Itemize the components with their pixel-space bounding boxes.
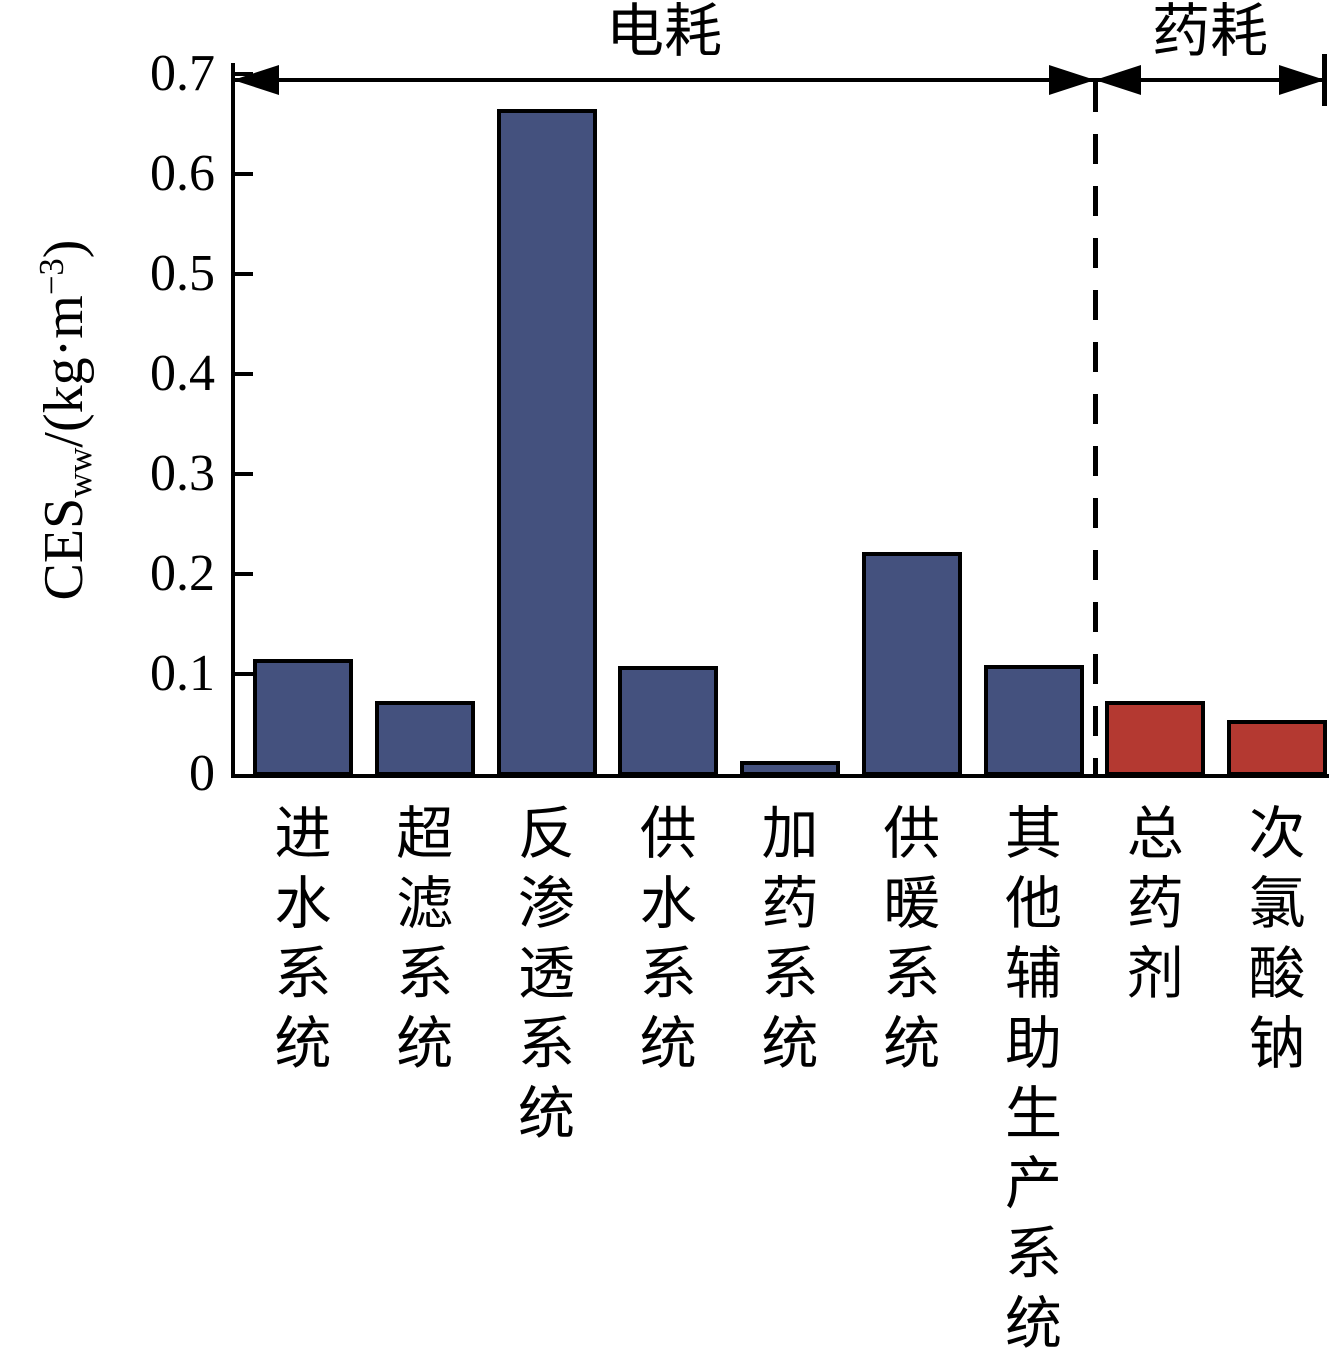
category-label-char: 供: [883, 803, 941, 866]
category-label-char: 统: [639, 1013, 697, 1076]
category-label-char: 系: [396, 943, 454, 1006]
category-label-char: 总: [1126, 803, 1184, 866]
group-annotation-label: 电耗: [605, 0, 722, 64]
category-label-char: 水: [639, 873, 697, 936]
category-label: 其他辅助生产系统: [999, 800, 1069, 1359]
y-tick-label: 0.3: [150, 445, 215, 502]
arrow-head-left-icon: [233, 65, 279, 95]
category-label-char: 水: [274, 873, 332, 936]
category-label-char: 药: [1126, 873, 1184, 936]
category-label-char: 系: [274, 943, 332, 1006]
category-label-char: 产: [1005, 1153, 1062, 1216]
category-label-char: 次: [1248, 803, 1306, 866]
category-label-char: 系: [1005, 1223, 1062, 1286]
category-label-char: 供: [639, 803, 697, 866]
category-label-char: 统: [274, 1013, 332, 1076]
y-tick-mark: [233, 472, 253, 476]
y-tick-label: 0.4: [150, 345, 215, 402]
category-label-char: 氯: [1248, 873, 1306, 936]
category-label-char: 滤: [396, 873, 454, 936]
category-label-char: 加: [761, 803, 819, 866]
y-tick-label: 0.5: [150, 245, 215, 302]
y-tick-mark: [233, 372, 253, 376]
arrow-head-right-icon: [1279, 65, 1325, 95]
y-tick-label: 0.6: [150, 145, 215, 202]
category-label: 供暖系统: [877, 800, 947, 1080]
annotation-arrow-line: [1095, 78, 1325, 82]
category-label-char: 统: [761, 1013, 819, 1076]
category-label: 加药系统: [755, 800, 825, 1080]
bar: [1105, 701, 1206, 776]
category-label-char: 剂: [1126, 943, 1184, 1006]
category-label-char: 钠: [1248, 1013, 1306, 1076]
category-label-char: 酸: [1248, 943, 1306, 1006]
category-label: 超滤系统: [390, 800, 460, 1080]
category-label-char: 渗: [518, 873, 575, 936]
bar: [740, 761, 840, 776]
category-label: 次氯酸钠: [1242, 800, 1312, 1080]
category-label-char: 统: [396, 1013, 454, 1076]
x-axis: [231, 774, 1329, 778]
category-label-char: 暖: [883, 873, 941, 936]
annotation-arrow-line: [233, 78, 1095, 82]
bar: [861, 552, 962, 776]
y-tick-label: 0.2: [150, 545, 215, 602]
category-label-char: 进: [274, 803, 332, 866]
category-label: 总药剂: [1120, 800, 1190, 1010]
category-label-char: 透: [518, 943, 575, 1006]
bar: [618, 666, 719, 776]
arrow-head-left-icon: [1095, 65, 1141, 95]
bar: [374, 701, 475, 776]
y-axis: [231, 63, 235, 776]
category-label: 反渗透系统: [512, 800, 582, 1150]
category-label: 供水系统: [633, 800, 703, 1080]
y-tick-mark: [233, 272, 253, 276]
y-tick-label: 0.7: [150, 45, 215, 102]
y-tick-mark: [233, 672, 253, 676]
category-label-char: 统: [883, 1013, 941, 1076]
category-label-char: 生: [1005, 1083, 1062, 1146]
category-label-char: 反: [518, 803, 575, 866]
y-tick-label: 0: [189, 745, 215, 802]
category-label-char: 药: [761, 873, 819, 936]
bar: [983, 665, 1084, 776]
bar: [1227, 720, 1327, 776]
category-label-char: 助: [1005, 1013, 1062, 1076]
category-label-char: 系: [761, 943, 819, 1006]
category-label-char: 统: [1005, 1293, 1062, 1356]
group-annotation-label: 药耗: [1151, 0, 1268, 64]
arrow-head-right-icon: [1049, 65, 1095, 95]
category-label-char: 统: [518, 1083, 575, 1146]
category-label-char: 系: [639, 943, 697, 1006]
category-label-char: 辅: [1005, 943, 1062, 1006]
bar: [253, 659, 353, 776]
category-label-char: 超: [396, 803, 454, 866]
category-label-char: 系: [883, 943, 941, 1006]
category-label-char: 系: [518, 1013, 575, 1076]
category-label-char: 他: [1005, 873, 1062, 936]
y-tick-label: 0.1: [150, 645, 215, 702]
y-tick-mark: [233, 572, 253, 576]
category-label-char: 其: [1005, 803, 1062, 866]
category-label: 进水系统: [268, 800, 338, 1080]
separator-dashed-line: [1092, 82, 1098, 774]
bar: [496, 109, 597, 776]
arrow-terminal-bar: [1322, 54, 1327, 106]
y-tick-mark: [233, 172, 253, 176]
